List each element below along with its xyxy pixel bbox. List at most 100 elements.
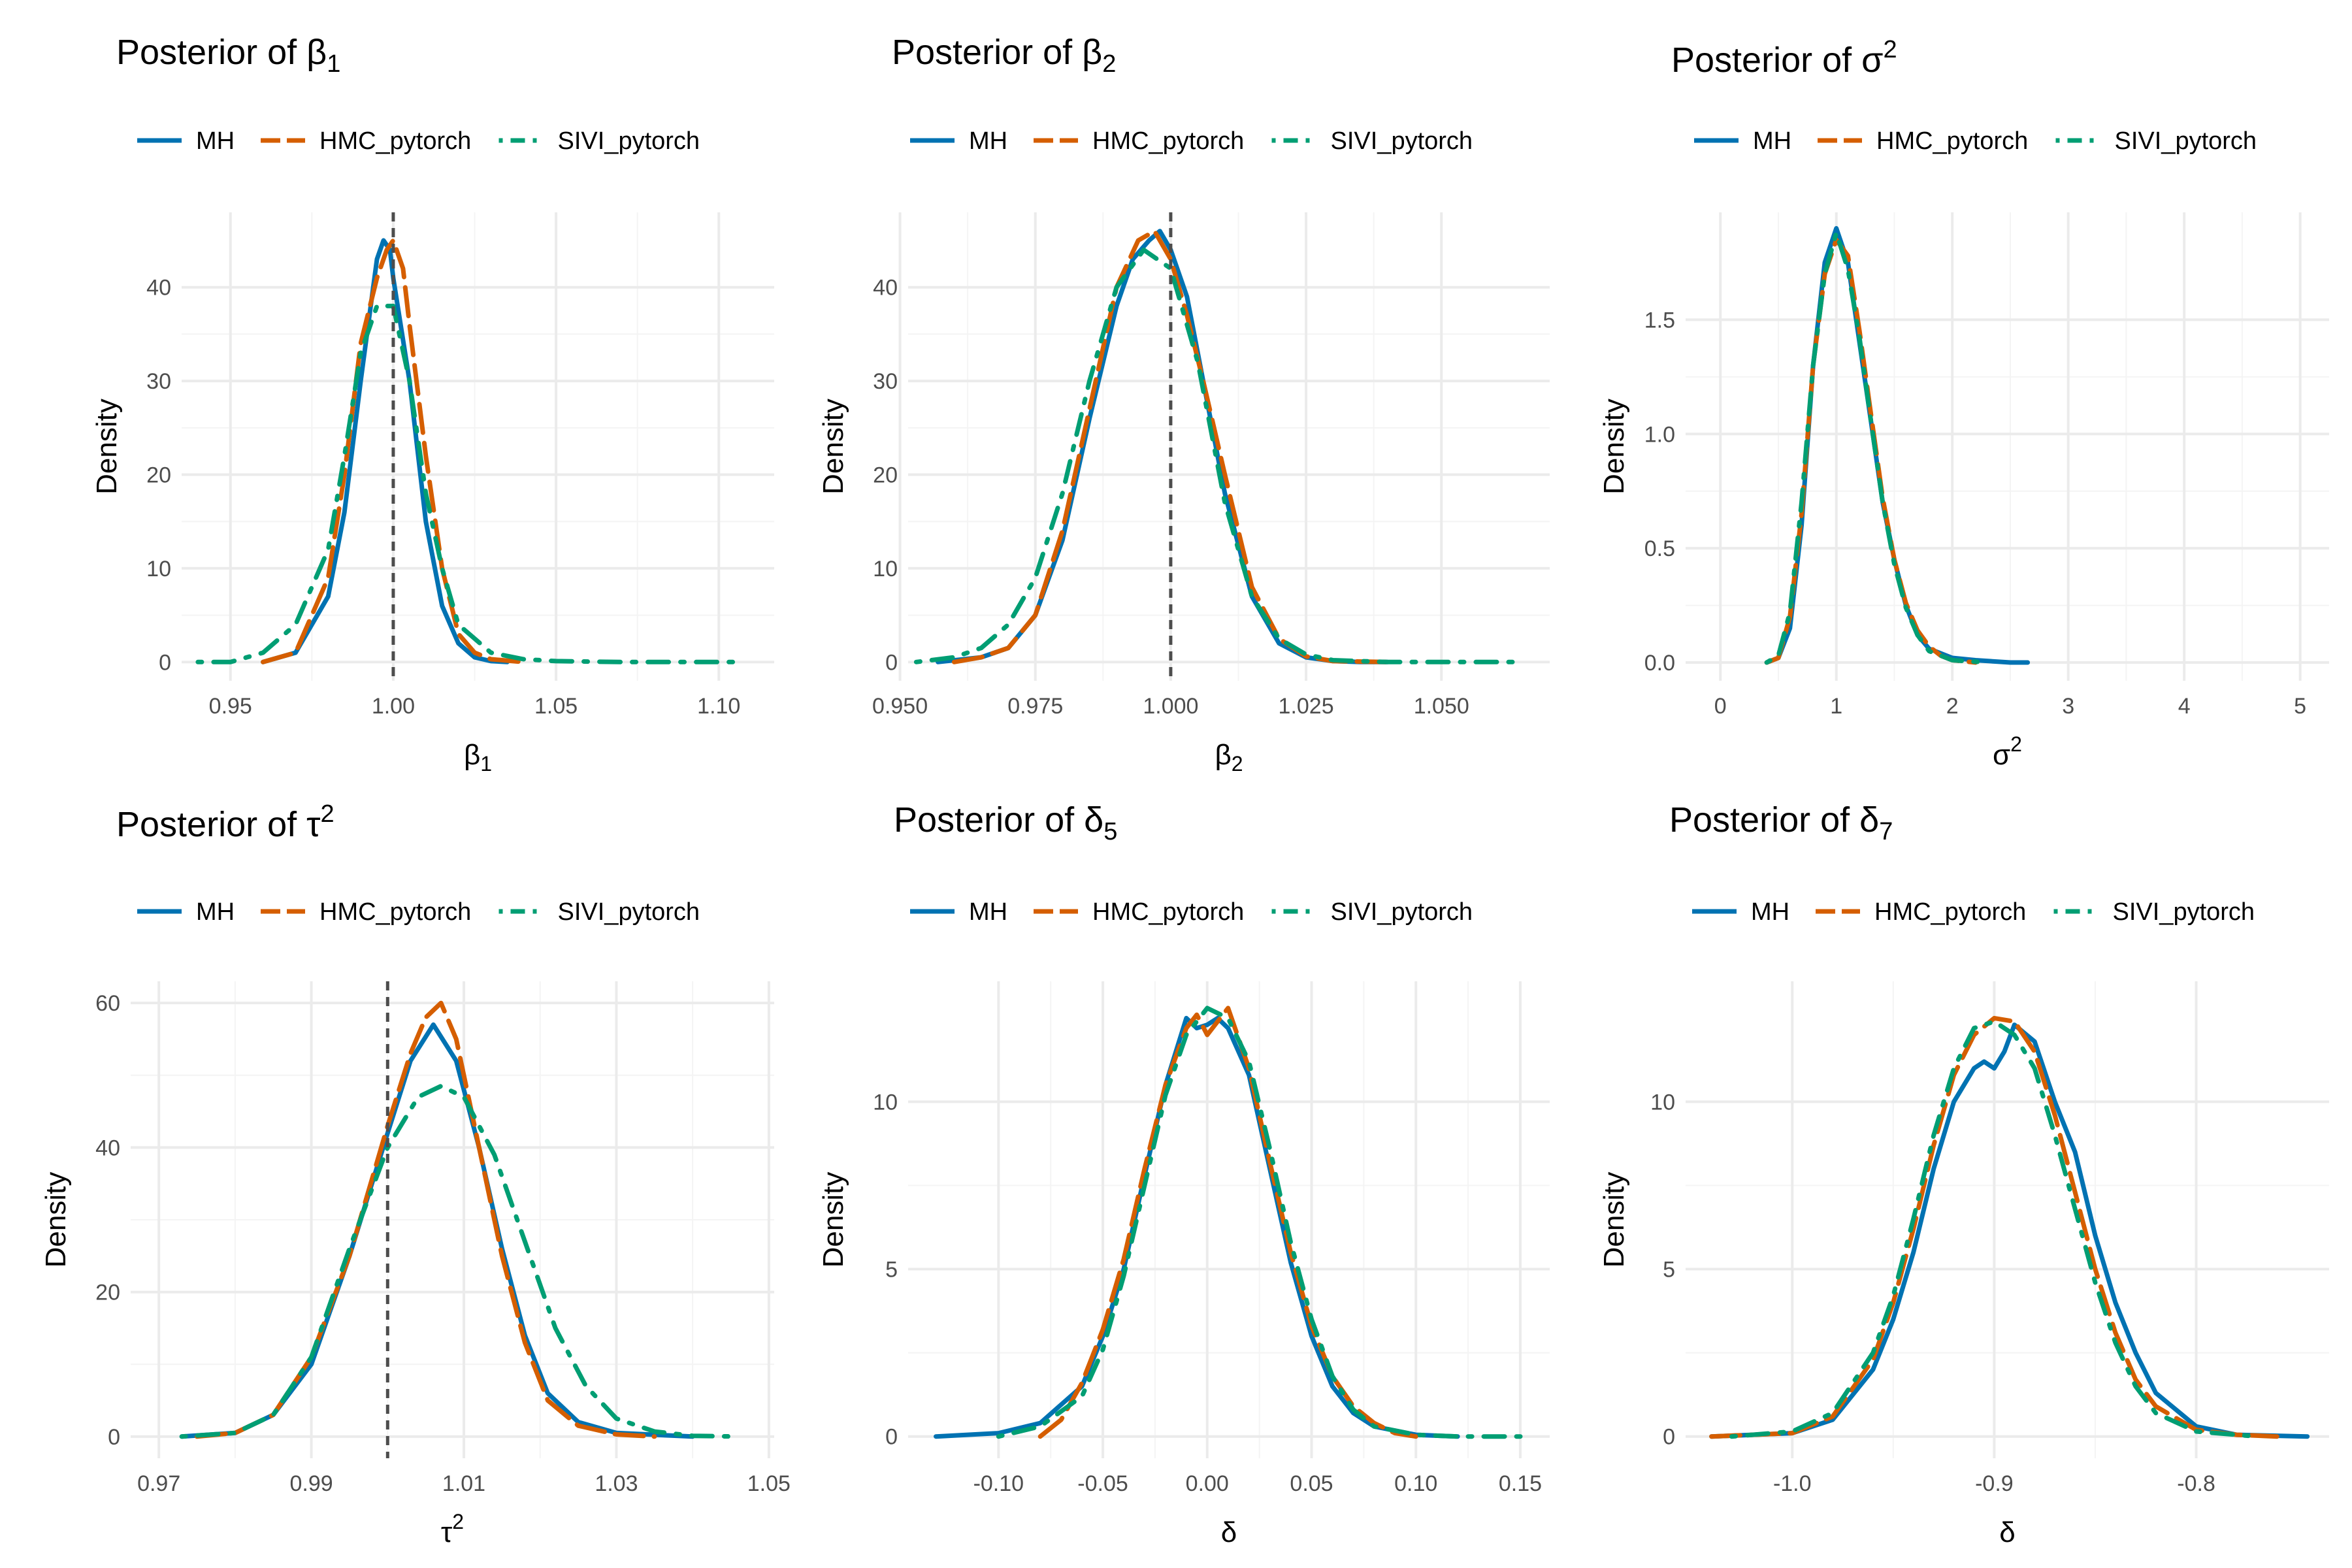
panel-2: 0.950 0.975 1.000 1.025 1.050 0 10 20 30 40 Poster… — [817, 33, 1550, 776]
legend: MH HMC_pytorch SIVI_pytorch — [910, 127, 1473, 155]
x-axis-title-text: σ — [1993, 739, 2010, 771]
x-tick-label: 1.05 — [534, 694, 578, 719]
legend-item-mh: MH — [137, 127, 235, 155]
chart-title-text: Posterior of δ — [1669, 800, 1879, 840]
series-line-hmc-pytorch — [951, 229, 1390, 664]
y-axis-title: Density — [1598, 1172, 1630, 1268]
series-line-sivi-pytorch — [1729, 1019, 2259, 1439]
legend-item-hmc-pytorch: HMC_pytorch — [1034, 898, 1244, 926]
y-tick-label: 30 — [146, 369, 171, 394]
x-axis-title-subscript: 2 — [1232, 752, 1243, 776]
y-tick-label: 0 — [108, 1425, 120, 1450]
y-axis-title: Density — [817, 1172, 849, 1268]
y-tick-label: 20 — [146, 463, 171, 488]
legend-item-hmc-pytorch: HMC_pytorch — [1816, 898, 2026, 926]
legend-label: SIVI_pytorch — [558, 898, 700, 926]
legend: MH HMC_pytorch SIVI_pytorch — [137, 127, 700, 155]
legend-label: MH — [1751, 898, 1789, 926]
y-tick-label: 0.5 — [1644, 536, 1675, 561]
x-tick-label: -1.0 — [1773, 1471, 1812, 1496]
chart-title: Posterior of δ5 — [894, 800, 1117, 845]
y-tick-label: 0 — [1663, 1425, 1675, 1450]
x-axis-title: δ — [1221, 1516, 1237, 1548]
legend-label: SIVI_pytorch — [1331, 898, 1473, 926]
legend-item-mh: MH — [1694, 127, 1791, 155]
y-tick-label: 40 — [873, 276, 898, 301]
y-tick-label: 20 — [873, 463, 898, 488]
x-axis-title-subscript: 1 — [480, 752, 492, 776]
chart-title-superscript: 2 — [320, 800, 334, 828]
legend-label: SIVI_pytorch — [2113, 898, 2255, 926]
y-tick-label: 30 — [873, 369, 898, 394]
legend-label: SIVI_pytorch — [2115, 127, 2257, 155]
chart-title-text: Posterior of τ — [116, 805, 320, 844]
chart-title-subscript: 7 — [1879, 818, 1893, 845]
x-tick-label: 1.000 — [1143, 694, 1198, 719]
y-axis-title: Density — [91, 399, 123, 495]
x-tick-label: 0.00 — [1186, 1471, 1229, 1496]
legend: MH HMC_pytorch SIVI_pytorch — [137, 898, 700, 926]
y-tick-label: 0.0 — [1644, 651, 1675, 676]
x-tick-label: 0.950 — [872, 694, 928, 719]
series-line-mh — [936, 229, 1390, 664]
legend-item-sivi-pytorch: SIVI_pytorch — [498, 898, 700, 926]
series-line-hmc-pytorch — [1709, 1015, 2279, 1439]
x-tick-label: 0.05 — [1290, 1471, 1333, 1496]
y-tick-label: 0 — [885, 650, 898, 675]
y-tick-label: 10 — [873, 557, 898, 581]
x-tick-label: 1.05 — [747, 1471, 791, 1496]
legend: MH HMC_pytorch SIVI_pytorch — [910, 898, 1473, 926]
series-line-hmc-pytorch — [261, 238, 526, 664]
chart-title-text: Posterior of σ — [1671, 41, 1883, 80]
x-tick-label: 0 — [1714, 694, 1727, 719]
legend-label: HMC_pytorch — [1092, 898, 1244, 926]
legend-item-sivi-pytorch: SIVI_pytorch — [2055, 127, 2257, 155]
legend-item-hmc-pytorch: HMC_pytorch — [261, 898, 471, 926]
x-tick-label: -0.10 — [973, 1471, 1024, 1496]
x-tick-label: -0.8 — [2177, 1471, 2215, 1496]
legend-item-hmc-pytorch: HMC_pytorch — [1818, 127, 2028, 155]
legend-label: SIVI_pytorch — [558, 127, 700, 155]
chart-title-text: Posterior of δ — [894, 800, 1103, 840]
x-axis-title: δ — [1999, 1516, 2016, 1548]
x-tick-label: 2 — [1946, 694, 1959, 719]
x-axis-title: β2 — [1215, 739, 1243, 776]
chart-title-text: Posterior of β — [892, 33, 1102, 72]
series-line-hmc-pytorch — [1764, 237, 1978, 665]
x-tick-label: 1.00 — [372, 694, 415, 719]
legend-item-sivi-pytorch: SIVI_pytorch — [498, 127, 700, 155]
legend-label: MH — [196, 127, 235, 155]
y-tick-label: 5 — [885, 1258, 898, 1282]
legend-item-sivi-pytorch: SIVI_pytorch — [2053, 898, 2255, 926]
x-tick-label: 0.97 — [137, 1471, 180, 1496]
y-tick-label: 20 — [95, 1281, 120, 1305]
legend-label: HMC_pytorch — [1092, 127, 1244, 155]
x-tick-label: 0.95 — [209, 694, 252, 719]
chart-title: Posterior of β1 — [116, 33, 340, 78]
legend-item-hmc-pytorch: HMC_pytorch — [1034, 127, 1244, 155]
y-axis-title: Density — [817, 399, 849, 495]
series-line-hmc-pytorch — [1037, 1005, 1418, 1439]
x-tick-label: 1.025 — [1279, 694, 1334, 719]
legend-label: SIVI_pytorch — [1331, 127, 1473, 155]
y-tick-label: 40 — [146, 276, 171, 301]
y-tick-label: 10 — [1650, 1090, 1675, 1115]
legend-label: MH — [969, 127, 1007, 155]
x-axis-title-superscript: 2 — [2010, 732, 2022, 756]
x-axis-title-text: δ — [1999, 1516, 2016, 1548]
series-line-mh — [261, 238, 510, 664]
x-tick-label: -0.9 — [1975, 1471, 2014, 1496]
x-tick-label: 1 — [1830, 694, 1842, 719]
chart-title: Posterior of σ2 — [1671, 36, 1897, 80]
x-axis-title-text: β — [1215, 739, 1231, 771]
legend-item-mh: MH — [1692, 898, 1789, 926]
y-tick-label: 10 — [873, 1090, 898, 1115]
x-tick-label: 1.03 — [595, 1471, 638, 1496]
legend-label: HMC_pytorch — [1876, 127, 2028, 155]
chart-title-superscript: 2 — [1883, 36, 1897, 63]
chart-title-text: Posterior of β — [116, 33, 327, 72]
x-axis-title: σ2 — [1993, 732, 2022, 771]
